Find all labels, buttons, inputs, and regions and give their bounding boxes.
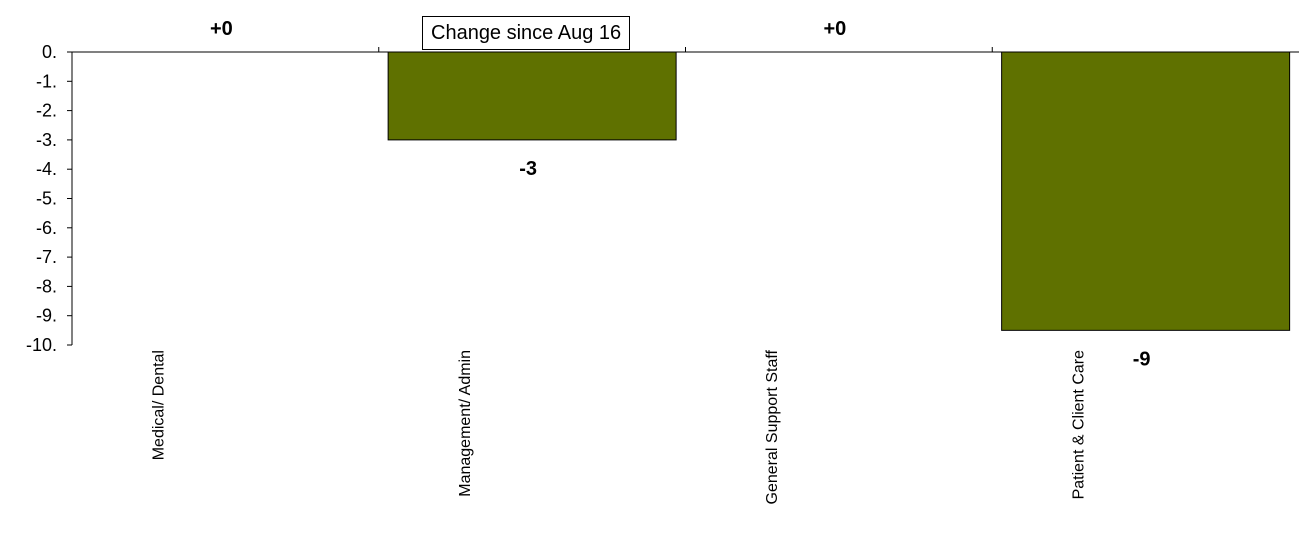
data-label: -3 [519,158,537,180]
y-axis-tick-label: -3. [36,130,57,150]
chart-bars [387,51,1291,331]
bar [1001,51,1291,331]
data-label: +0 [210,18,233,40]
legend-text: Change since Aug 16 [431,22,622,44]
y-axis-tick-label: -5. [36,189,57,209]
y-axis-tick-label: -2. [36,101,57,121]
category-label: Medical/ Dental [150,350,167,460]
y-axis-tick-label: -4. [36,159,57,179]
category-label: Patient & Client Care [1071,350,1088,500]
y-axis-ticks: 0. -1. -2. -3. -4. -5. -6. -7. -8. -9. -10. [26,42,72,355]
data-labels: +0 -3 +0 -9 [210,18,1151,370]
y-axis-tick-label: -1. [36,71,57,91]
y-axis-tick-label: -7. [36,247,57,267]
category-label: Management/ Admin [457,350,474,497]
data-label: -9 [1133,348,1151,370]
y-axis-tick-label: -6. [36,218,57,238]
category-label: General Support Staff [764,349,781,504]
bar [387,51,677,141]
legend-box: Change since Aug 16 [422,16,631,50]
y-axis-tick-label: -9. [36,306,57,326]
category-labels: Medical/ Dental Management/ Admin General … [150,349,1087,504]
y-axis-tick-label: 0. [42,42,57,62]
data-label: +0 [823,18,846,40]
y-axis-tick-label: -10. [26,335,57,355]
y-axis-tick-label: -8. [36,276,57,296]
